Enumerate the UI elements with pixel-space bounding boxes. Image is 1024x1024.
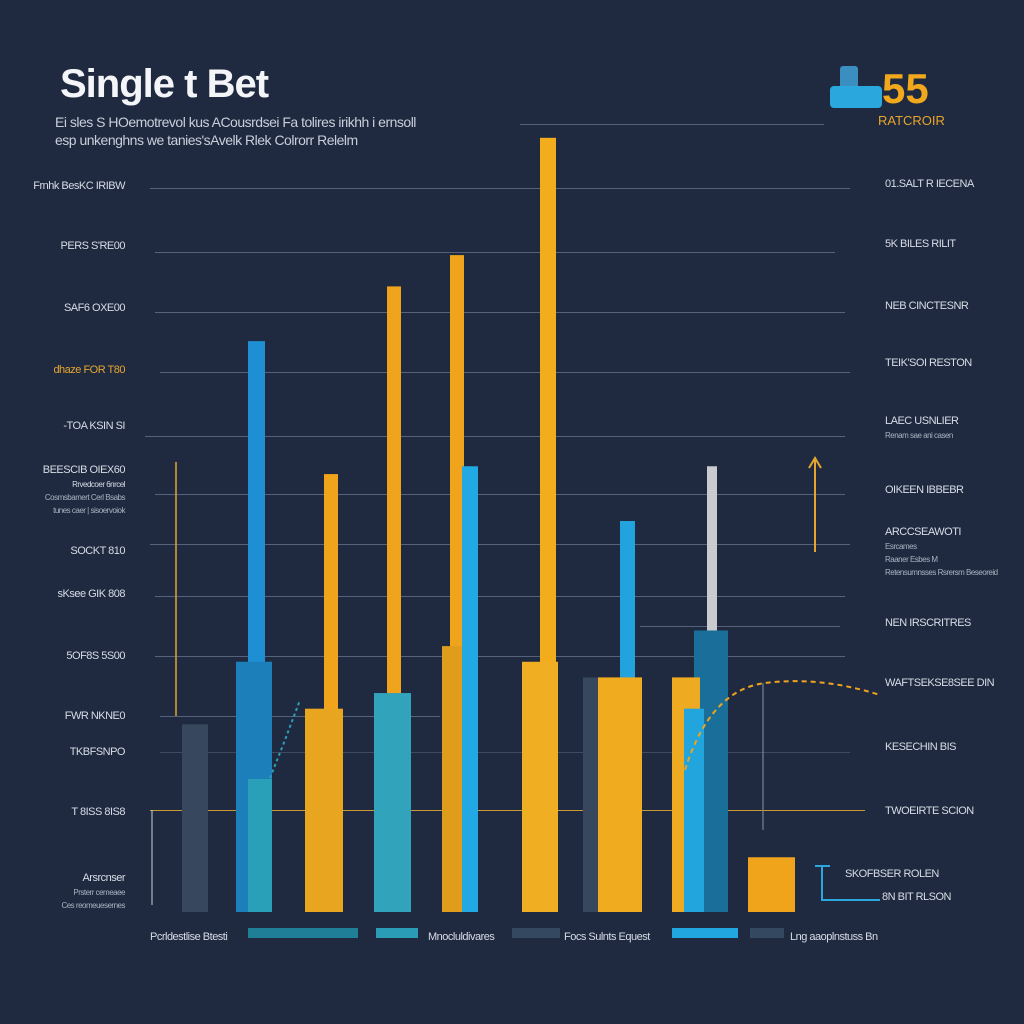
logo-caption: RATCROIR <box>878 113 945 128</box>
bar <box>598 677 642 912</box>
right-label: SKOFBSER ROLEN <box>845 868 939 880</box>
left-label: -TOA KSIN SI <box>63 420 125 432</box>
right-label: NEB CINCTESNR <box>885 300 969 312</box>
legend-label: Mnocluldivares <box>428 931 495 943</box>
left-label: FWR NKNE0 <box>64 710 126 722</box>
right-label: TEIK'SOI RESTON <box>885 357 972 369</box>
right-label: WAFTSEKSE8SEE DIN <box>885 677 995 689</box>
left-label: Arsrcnser <box>82 872 125 884</box>
right-label: TWOEIRTE SCION <box>885 805 974 817</box>
bar <box>684 708 704 912</box>
logo-icon-top <box>840 66 858 90</box>
right-label: Raaner Esbes M <box>885 555 938 564</box>
left-label: sKsee GIK 808 <box>57 588 126 600</box>
legend-label: Lng aaoplnstuss Bn <box>790 931 878 943</box>
legend-label: Pcrldestlise Btesti <box>150 931 228 943</box>
chart-title: Single t Bet <box>60 62 269 106</box>
title-rule <box>520 124 824 125</box>
bar <box>462 466 478 912</box>
left-label: 5OF8S 5S00 <box>66 650 125 662</box>
logo-number: 55 <box>882 65 929 112</box>
legend-swatch <box>248 928 358 938</box>
right-label: 01.SALT R IECENA <box>885 178 974 190</box>
arrow-up-icon <box>808 456 822 469</box>
left-label: TKBFSNPO <box>69 746 126 758</box>
trend-line <box>684 680 881 771</box>
left-label: Frnhk BesKC IRIBW <box>33 180 125 192</box>
left-label: BEESCIB OIEX60 <box>42 464 126 476</box>
left-label: SAF6 OXE00 <box>63 302 126 314</box>
left-label: Rrvedcoer 6nrcel <box>72 480 125 489</box>
legend-label: Focs Sulnts Equest <box>564 931 650 943</box>
bar <box>522 661 558 912</box>
left-label: Cosmsbarnert Cerl Bsabs <box>44 493 126 502</box>
trend-line <box>269 699 301 779</box>
legend-swatch <box>376 928 418 938</box>
left-label: SOCKT 810 <box>70 545 125 557</box>
bar <box>442 646 462 912</box>
bar <box>374 693 411 912</box>
right-label: LAEC USNLIER <box>885 415 959 427</box>
left-label: Ces reomeuesernes <box>61 901 125 910</box>
bar <box>182 724 208 912</box>
right-label: Renam sae ani casen <box>885 431 953 440</box>
legend-swatch <box>672 928 738 938</box>
subtitle-line-2: esp unkenghns we tanies'sAvelk Rlek Colr… <box>55 132 358 148</box>
left-label: T 8ISS 8IS8 <box>71 806 125 818</box>
bar <box>248 779 272 912</box>
right-label: NEN IRSCRITRES <box>885 617 971 629</box>
right-label: OIKEEN IBBEBR <box>885 484 964 496</box>
logo-icon <box>830 86 882 108</box>
left-label: dhaze FOR T80 <box>53 364 125 376</box>
bar <box>583 677 600 912</box>
left-label: PERS S'RE00 <box>60 240 126 252</box>
bar <box>305 708 343 912</box>
subtitle-line-1: Ei sles S HOemotrevol kus ACousrdsei Fa … <box>55 114 416 130</box>
bracket-line <box>815 865 880 901</box>
right-label: ARCCSEAWOTI <box>885 526 962 538</box>
left-label: tunes caer | sisoervoiok <box>53 506 125 515</box>
legend-swatch <box>512 928 560 938</box>
right-label: Retensumnsses Rsrersm Beseoreid <box>885 568 998 577</box>
right-label: KESECHIN BIS <box>885 741 957 753</box>
right-label: Esrcames <box>885 542 917 551</box>
left-label: Prsterr cemeaee <box>73 888 125 897</box>
legend-swatch <box>750 928 784 938</box>
right-label: 5K BILES RILIT <box>885 238 956 250</box>
bar <box>748 857 795 912</box>
right-label: 8N BIT RLSON <box>882 891 952 903</box>
